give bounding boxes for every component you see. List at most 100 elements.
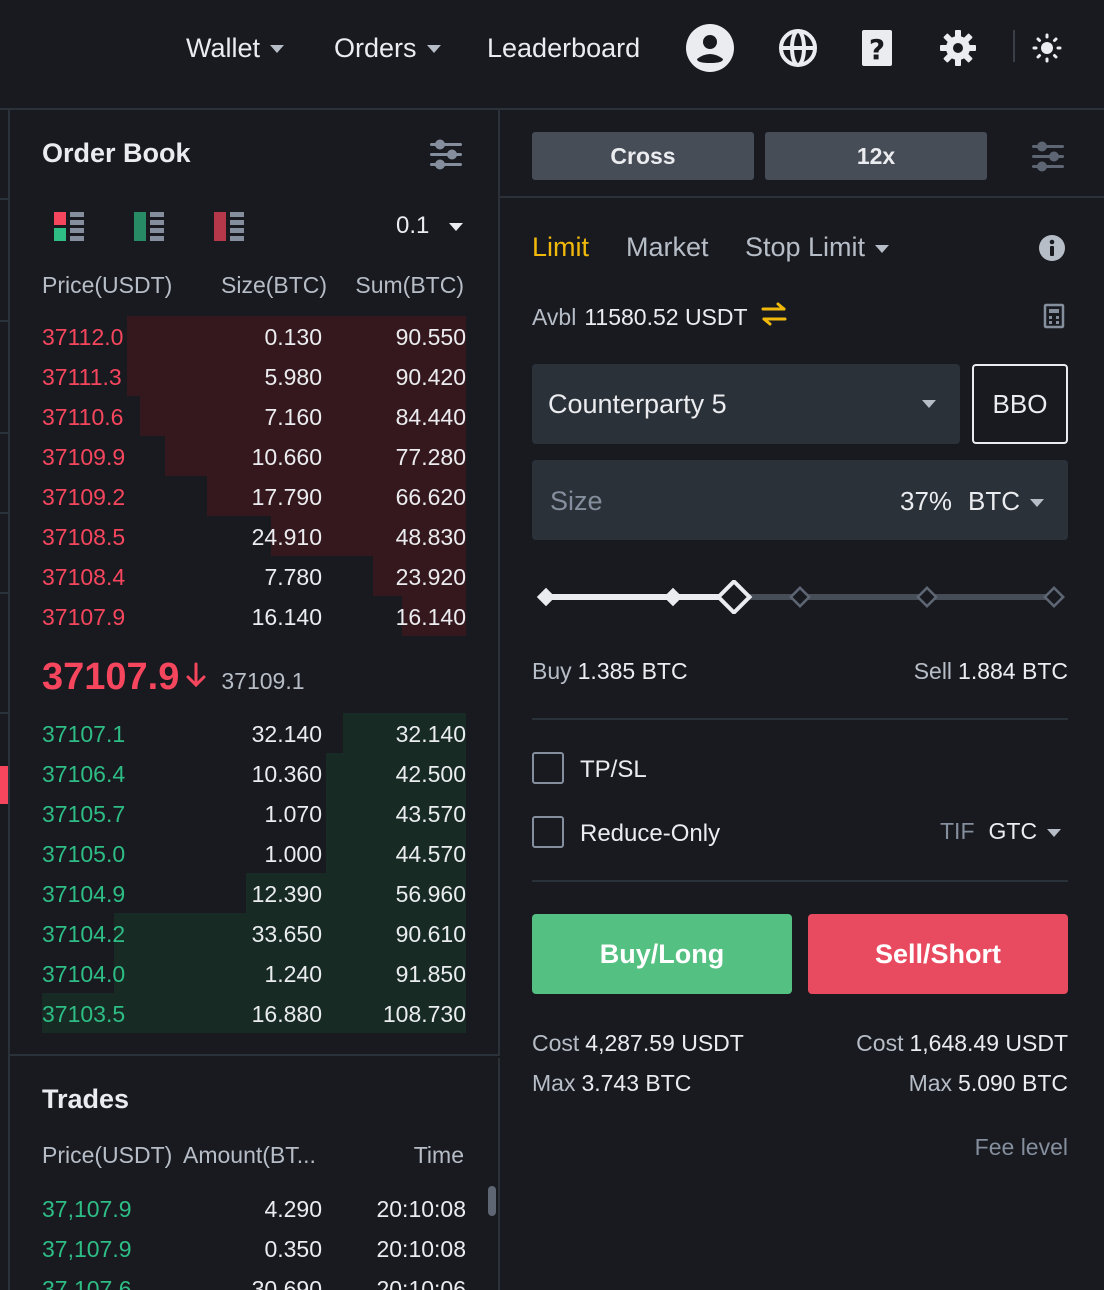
trades-scrollbar[interactable] [488,1186,496,1216]
margin-mode-button[interactable]: Cross [532,132,754,180]
trades-title: Trades [42,1084,130,1114]
ask-sum: 77.280 [395,444,466,470]
sell-size-info: Sell 1.884 BTC [914,658,1068,685]
orders-menu[interactable]: Orders [334,30,441,66]
slider-step[interactable] [663,587,683,607]
ask-sum: 84.440 [395,404,466,430]
gear-icon[interactable] [932,22,984,74]
size-input[interactable]: Size 37% BTC [532,460,1068,540]
tick-size-value: 0.1 [396,212,430,239]
bid-row[interactable]: 37105.0 1.000 44.570 [42,833,466,873]
trade-time: 20:10:08 [376,1236,466,1262]
sliders-icon[interactable] [1030,138,1066,174]
slider-step[interactable] [536,587,556,607]
help-icon[interactable]: ? [851,22,903,74]
bid-row[interactable]: 37103.5 16.880 108.730 [42,993,466,1033]
cost-label: Cost [532,1030,580,1056]
reduce-only-checkbox[interactable] [532,816,564,848]
ask-price: 37109.2 [42,484,126,510]
depth-bar [270,516,466,556]
bid-price: 37107.1 [42,721,126,747]
bid-row[interactable]: 37104.2 33.650 90.610 [42,913,466,953]
ask-row[interactable]: 37108.4 7.780 23.920 [42,556,466,596]
ask-size: 5.980 [264,364,322,390]
bid-row[interactable]: 37105.7 1.070 43.570 [42,793,466,833]
edge-divider [0,432,8,434]
edge-indicator [0,766,8,804]
counterparty-select[interactable]: Counterparty 5 [532,364,960,444]
tick-size-select[interactable]: 0.1 [396,212,464,240]
bid-row[interactable]: 37107.1 32.140 32.140 [42,713,466,753]
tab-market[interactable]: Market [626,232,709,262]
bid-price: 37105.0 [42,841,126,867]
edge-divider [0,712,8,714]
bid-price: 37104.0 [42,961,126,987]
trade-row: 37,107.6 30.690 20:10:06 [42,1270,466,1290]
ask-sum: 48.830 [395,524,466,550]
divider [532,880,1068,882]
slider-step[interactable] [916,586,938,608]
ask-row[interactable]: 37107.9 16.140 16.140 [42,596,466,636]
ask-row[interactable]: 37112.0 0.130 90.550 [42,316,466,356]
bid-row[interactable]: 37104.0 1.240 91.850 [42,953,466,993]
slider-step[interactable] [789,586,811,608]
tif-select[interactable]: TIF GTC [940,818,1062,845]
bid-size: 1.070 [264,801,322,827]
fee-level-link[interactable]: Fee level [974,1134,1068,1160]
bbo-button[interactable]: BBO [972,364,1068,444]
slider-handle[interactable] [715,580,753,614]
edge-divider [0,592,8,594]
globe-icon[interactable] [772,22,824,74]
account-icon[interactable] [684,22,736,74]
theme-toggle-icon[interactable] [1021,22,1073,74]
ask-size: 24.910 [251,524,322,550]
ask-row[interactable]: 37109.9 10.660 77.280 [42,436,466,476]
nav-divider [1013,30,1015,62]
ask-sum: 90.420 [395,364,466,390]
bid-row[interactable]: 37104.9 12.390 56.960 [42,873,466,913]
size-slider[interactable] [532,580,1068,614]
tab-limit[interactable]: Limit [532,232,590,262]
leaderboard-link[interactable]: Leaderboard [487,32,641,63]
leverage-button[interactable]: 12x [765,132,987,180]
ask-row[interactable]: 37108.5 24.910 48.830 [42,516,466,556]
edge-divider [0,320,8,322]
ask-price: 37107.9 [42,604,126,630]
transfer-icon[interactable] [760,302,788,332]
sell-size: 1.884 BTC [958,658,1068,684]
tab-stop-limit[interactable]: Stop Limit [745,232,890,263]
calculator-icon[interactable] [1042,302,1068,332]
buy-max: Max 3.743 BTC [532,1070,691,1097]
layout-bids-icon[interactable] [132,210,166,244]
wallet-label: Wallet [186,32,261,63]
info-icon[interactable] [1038,234,1066,262]
buy-label: Buy [532,658,572,684]
tpsl-checkbox[interactable] [532,752,564,784]
depth-bar [326,753,466,793]
depth-bar [126,316,466,356]
ask-row[interactable]: 37111.3 5.980 90.420 [42,356,466,396]
max-label: Max [532,1070,576,1096]
trade-price-header: Price(USDT) [42,1142,173,1168]
svg-text:?: ? [869,33,885,66]
size-header: Size(BTC) [221,272,328,298]
ask-row[interactable]: 37110.6 7.160 84.440 [42,396,466,436]
bid-row[interactable]: 37106.4 10.360 42.500 [42,753,466,793]
bid-price: 37104.9 [42,881,126,907]
divider [532,718,1068,720]
bid-sum: 44.570 [395,841,466,867]
bid-size: 16.880 [251,1001,322,1027]
ask-size: 16.140 [251,604,322,630]
sliders-icon[interactable] [428,136,464,172]
buy-long-button[interactable]: Buy/Long [532,914,792,994]
sell-short-button[interactable]: Sell/Short [808,914,1068,994]
ask-row[interactable]: 37109.2 17.790 66.620 [42,476,466,516]
layout-asks-icon[interactable] [212,210,246,244]
wallet-menu[interactable]: Wallet [186,30,285,66]
layout-both-icon[interactable] [52,210,86,244]
ask-price: 37112.0 [42,324,124,350]
sum-header: Sum(BTC) [355,272,464,298]
size-unit-select[interactable]: BTC [968,486,1044,517]
slider-step[interactable] [1043,586,1065,608]
bid-sum: 42.500 [395,761,466,787]
